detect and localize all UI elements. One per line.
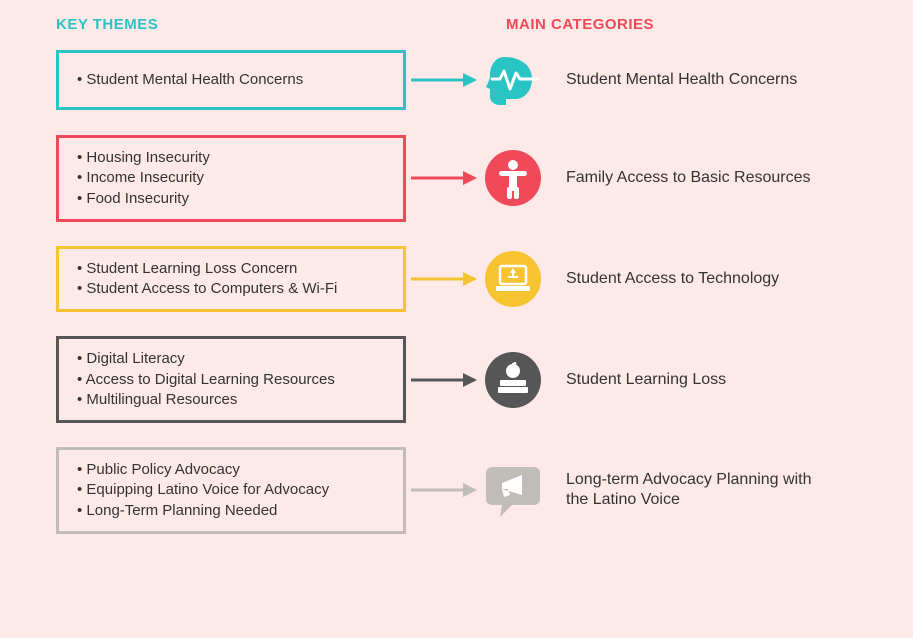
arrow-icon [406,70,482,90]
main-categories-header: MAIN CATEGORIES [506,16,654,33]
theme-row: Public Policy AdvocacyEquipping Latino V… [56,447,873,534]
arrow-icon [406,480,482,500]
theme-list: Housing InsecurityIncome InsecurityFood … [77,148,210,209]
theme-row: Housing InsecurityIncome InsecurityFood … [56,135,873,222]
theme-list: Public Policy AdvocacyEquipping Latino V… [77,460,329,521]
theme-item: Income Insecurity [77,168,210,188]
theme-item: Student Mental Health Concerns [77,70,303,90]
theme-row: Student Mental Health Concerns Student M… [56,49,873,111]
theme-box: Student Mental Health Concerns [56,50,406,110]
theme-item: Public Policy Advocacy [77,460,329,480]
theme-item: Student Learning Loss Concern [77,259,337,279]
books-icon [482,349,544,411]
laptop-icon [482,248,544,310]
arrow-icon [406,370,482,390]
megaphone-icon [482,459,544,521]
theme-box: Public Policy AdvocacyEquipping Latino V… [56,447,406,534]
theme-box: Digital LiteracyAccess to Digital Learni… [56,336,406,423]
theme-item: Housing Insecurity [77,148,210,168]
theme-item: Student Access to Computers & Wi-Fi [77,279,337,299]
arrow-icon [406,269,482,289]
theme-item: Access to Digital Learning Resources [77,370,335,390]
head-icon [482,49,544,111]
theme-item: Equipping Latino Voice for Advocacy [77,480,329,500]
category-label: Family Access to Basic Resources [566,168,811,188]
theme-list: Student Mental Health Concerns [77,70,303,90]
category-label: Long-term Advocacy Planning with the Lat… [566,470,826,510]
rows-container: Student Mental Health Concerns Student M… [56,49,873,534]
theme-item: Long-Term Planning Needed [77,501,329,521]
category-label: Student Learning Loss [566,370,726,390]
category-label: Student Mental Health Concerns [566,70,797,90]
theme-list: Student Learning Loss ConcernStudent Acc… [77,259,337,300]
theme-row: Digital LiteracyAccess to Digital Learni… [56,336,873,423]
theme-box: Student Learning Loss ConcernStudent Acc… [56,246,406,313]
person-icon [482,147,544,209]
theme-row: Student Learning Loss ConcernStudent Acc… [56,246,873,313]
theme-box: Housing InsecurityIncome InsecurityFood … [56,135,406,222]
category-label: Student Access to Technology [566,269,779,289]
key-themes-header: KEY THEMES [56,16,406,33]
theme-item: Digital Literacy [77,349,335,369]
arrow-icon [406,168,482,188]
column-headers: KEY THEMES MAIN CATEGORIES [56,16,873,33]
theme-item: Food Insecurity [77,189,210,209]
theme-list: Digital LiteracyAccess to Digital Learni… [77,349,335,410]
theme-item: Multilingual Resources [77,390,335,410]
